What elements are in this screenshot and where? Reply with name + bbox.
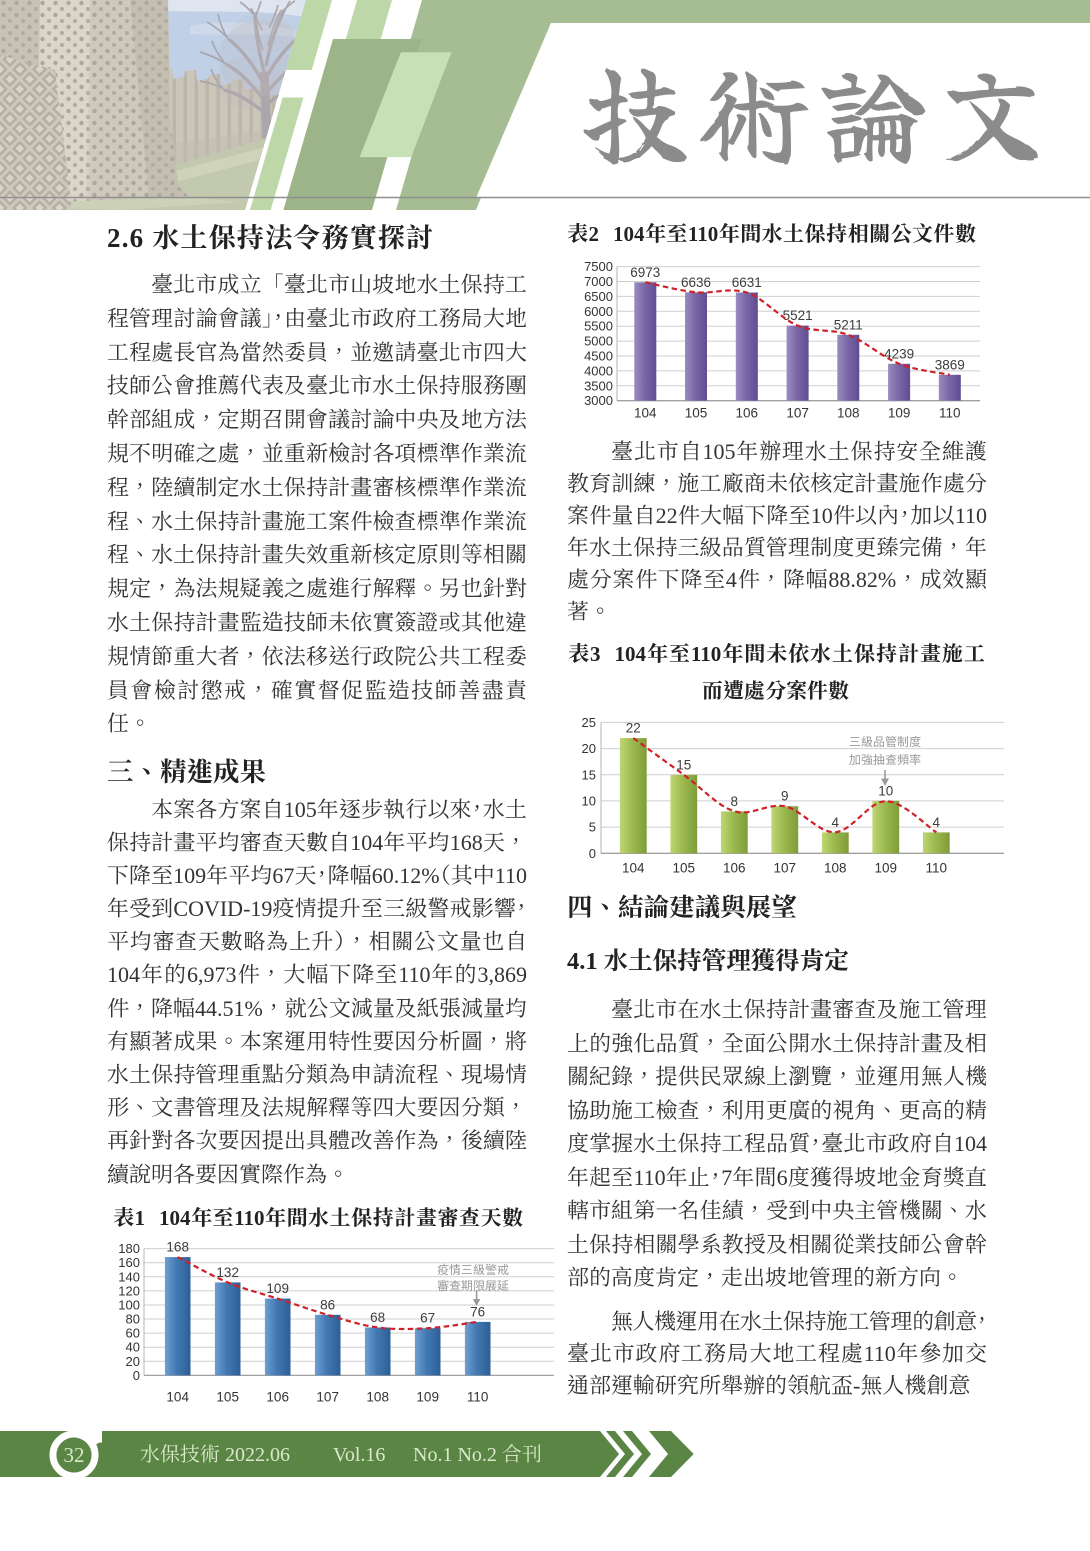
svg-text:110: 110 — [926, 860, 948, 875]
svg-text:105: 105 — [685, 406, 708, 421]
svg-text:106: 106 — [723, 860, 746, 875]
svg-text:7000: 7000 — [584, 274, 613, 289]
svg-text:No.1 No.2 合刊: No.1 No.2 合刊 — [413, 1444, 542, 1466]
svg-text:4: 4 — [933, 815, 941, 830]
svg-text:20: 20 — [582, 741, 596, 756]
svg-text:5000: 5000 — [584, 334, 613, 349]
svg-text:審查期限展延: 審查期限展延 — [437, 1277, 509, 1294]
svg-text:5211: 5211 — [834, 317, 863, 332]
svg-text:6631: 6631 — [732, 275, 762, 290]
svg-text:107: 107 — [786, 406, 809, 421]
svg-text:160: 160 — [118, 1255, 140, 1270]
svg-text:109: 109 — [888, 406, 911, 421]
svg-text:106: 106 — [736, 406, 759, 421]
svg-text:三級品管制度: 三級品管制度 — [849, 733, 921, 750]
svg-text:22: 22 — [626, 721, 641, 736]
svg-text:9: 9 — [781, 789, 789, 804]
svg-text:3000: 3000 — [584, 393, 613, 408]
svg-text:4000: 4000 — [584, 363, 613, 378]
svg-text:4: 4 — [832, 815, 840, 830]
svg-text:4239: 4239 — [884, 346, 914, 361]
svg-text:108: 108 — [824, 860, 847, 875]
svg-text:技術論文: 技術論文 — [580, 29, 1056, 189]
svg-text:109: 109 — [416, 1389, 439, 1404]
svg-text:86: 86 — [320, 1297, 335, 1312]
svg-text:5500: 5500 — [584, 319, 613, 334]
svg-text:80: 80 — [126, 1312, 140, 1327]
svg-text:7500: 7500 — [584, 259, 613, 274]
svg-text:109: 109 — [875, 860, 898, 875]
svg-text:Vol.16: Vol.16 — [333, 1444, 385, 1466]
svg-text:180: 180 — [118, 1241, 140, 1256]
svg-text:疫情三級警戒: 疫情三級警戒 — [437, 1261, 509, 1278]
svg-text:120: 120 — [118, 1283, 140, 1298]
svg-text:0: 0 — [133, 1368, 140, 1383]
svg-text:4500: 4500 — [584, 349, 613, 364]
svg-text:68: 68 — [370, 1310, 385, 1325]
svg-text:100: 100 — [118, 1298, 140, 1313]
svg-text:6973: 6973 — [630, 265, 660, 280]
svg-text:40: 40 — [126, 1340, 140, 1355]
svg-text:105: 105 — [673, 860, 696, 875]
svg-text:106: 106 — [266, 1389, 289, 1404]
svg-text:140: 140 — [118, 1269, 140, 1284]
svg-text:15: 15 — [676, 757, 691, 772]
svg-text:107: 107 — [316, 1389, 339, 1404]
svg-text:32: 32 — [64, 1443, 85, 1467]
svg-text:109: 109 — [266, 1281, 289, 1296]
svg-text:加強抽查頻率: 加強抽查頻率 — [849, 751, 921, 768]
svg-text:110: 110 — [467, 1389, 489, 1404]
svg-text:20: 20 — [126, 1354, 140, 1369]
svg-text:5521: 5521 — [783, 308, 813, 323]
svg-text:105: 105 — [216, 1389, 239, 1404]
svg-text:104: 104 — [622, 860, 645, 875]
svg-text:60: 60 — [126, 1326, 140, 1341]
svg-text:6000: 6000 — [584, 304, 613, 319]
svg-text:76: 76 — [470, 1304, 485, 1319]
svg-text:0: 0 — [589, 846, 596, 861]
svg-text:67: 67 — [420, 1311, 435, 1326]
svg-text:水保技術 2022.06: 水保技術 2022.06 — [140, 1443, 290, 1466]
svg-text:168: 168 — [166, 1240, 189, 1255]
svg-text:6636: 6636 — [681, 275, 711, 290]
svg-text:132: 132 — [216, 1265, 239, 1280]
svg-text:104: 104 — [634, 406, 657, 421]
svg-text:3869: 3869 — [935, 357, 965, 372]
svg-text:10: 10 — [582, 793, 596, 808]
svg-text:108: 108 — [366, 1389, 389, 1404]
svg-text:104: 104 — [166, 1389, 189, 1404]
svg-text:8: 8 — [731, 794, 739, 809]
svg-text:108: 108 — [837, 406, 860, 421]
svg-text:3500: 3500 — [584, 378, 613, 393]
svg-text:15: 15 — [582, 767, 596, 782]
svg-text:25: 25 — [582, 715, 596, 730]
svg-text:10: 10 — [878, 783, 893, 798]
svg-text:110: 110 — [939, 406, 961, 421]
svg-text:6500: 6500 — [584, 289, 613, 304]
svg-text:107: 107 — [774, 860, 797, 875]
svg-text:5: 5 — [589, 820, 596, 835]
